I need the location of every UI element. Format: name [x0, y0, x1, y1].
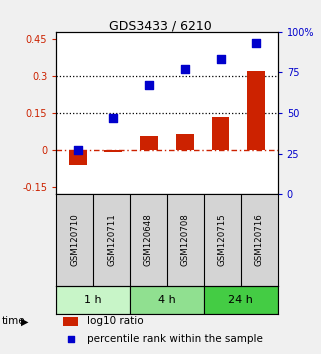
Text: ▶: ▶: [21, 316, 28, 326]
Bar: [104, 150, 122, 153]
Bar: [247, 71, 265, 150]
Point: [111, 115, 116, 121]
Text: GSM120648: GSM120648: [144, 214, 153, 267]
Bar: [212, 117, 230, 150]
Text: GSM120708: GSM120708: [181, 214, 190, 267]
Text: GSM120710: GSM120710: [70, 214, 79, 267]
Text: 1 h: 1 h: [84, 295, 102, 305]
Text: 4 h: 4 h: [158, 295, 176, 305]
Point: [75, 148, 80, 153]
Bar: [69, 150, 87, 165]
Bar: [204, 286, 278, 314]
Point: [68, 337, 73, 342]
Text: GSM120711: GSM120711: [107, 214, 116, 267]
Point: [146, 82, 152, 88]
Bar: [56, 286, 130, 314]
Text: GSM120716: GSM120716: [255, 214, 264, 267]
Point: [182, 67, 187, 72]
Bar: [63, 317, 78, 326]
Bar: [140, 137, 158, 150]
Point: [218, 57, 223, 62]
Text: log10 ratio: log10 ratio: [87, 316, 144, 326]
Bar: [130, 286, 204, 314]
Text: time: time: [2, 316, 25, 326]
Text: GDS3433 / 6210: GDS3433 / 6210: [109, 19, 212, 33]
Bar: [176, 134, 194, 150]
Text: 24 h: 24 h: [228, 295, 253, 305]
Point: [254, 40, 259, 46]
Text: GSM120715: GSM120715: [218, 214, 227, 267]
Text: percentile rank within the sample: percentile rank within the sample: [87, 335, 263, 344]
